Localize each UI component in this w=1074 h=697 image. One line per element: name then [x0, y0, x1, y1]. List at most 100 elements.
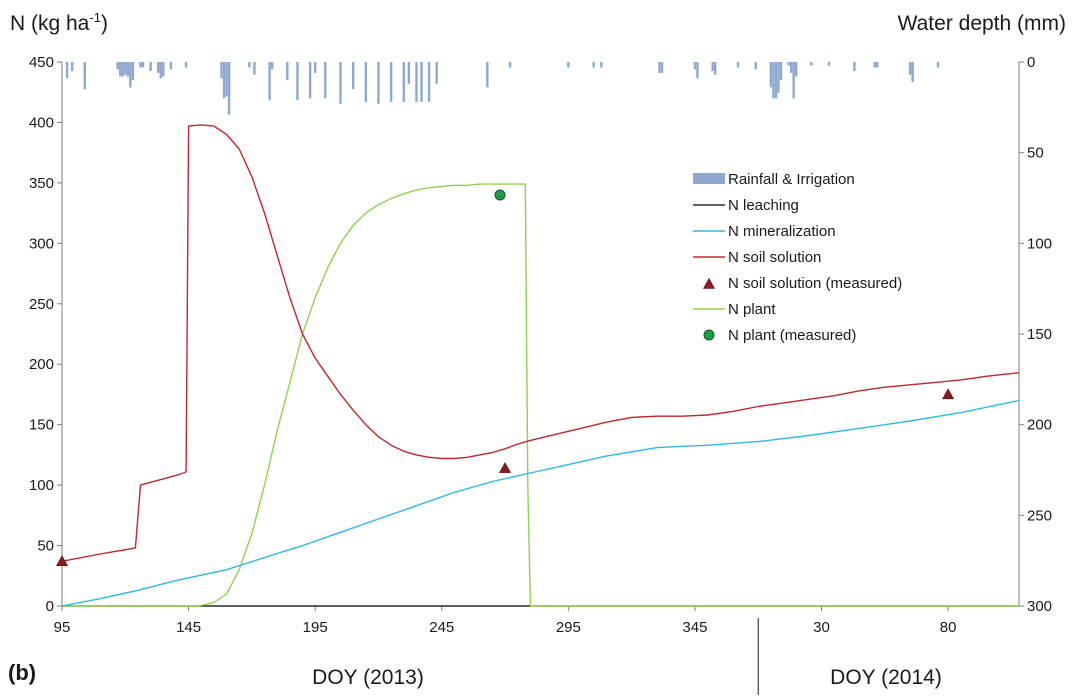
legend-item: N plant — [693, 301, 776, 318]
y-right-tick-label: 50 — [1027, 145, 1044, 162]
rain-bar — [116, 62, 119, 70]
x-tick-label: 195 — [303, 619, 328, 636]
rain-bar — [853, 62, 856, 72]
rain-bar — [364, 62, 368, 102]
legend-swatch-plant-measured — [703, 329, 715, 341]
rain-bar — [713, 62, 717, 75]
rain-bar — [876, 62, 879, 68]
y-left-tick-label: 50 — [37, 538, 54, 555]
rain-bar — [415, 62, 418, 102]
rain-bar — [253, 62, 256, 75]
rain-bar — [124, 62, 127, 75]
legend-label: N soil solution (measured) — [728, 275, 902, 292]
rain-bar — [131, 62, 135, 81]
x-tick-label: 80 — [940, 619, 957, 636]
rain-bar — [658, 62, 661, 73]
rain-bar — [389, 62, 393, 102]
rain-bar — [769, 62, 773, 88]
legend-label: N soil solution — [728, 249, 821, 266]
rain-bar — [827, 62, 831, 66]
x-tick-label: 245 — [429, 619, 454, 636]
n-soil-solution-measured-point — [499, 462, 512, 473]
legend-label: N plant — [728, 301, 776, 318]
legend-item: Rainfall & Irrigation — [693, 171, 855, 188]
rain-bar — [696, 62, 699, 79]
rain-bar — [736, 62, 740, 68]
rain-bar — [222, 62, 226, 99]
rain-bar — [119, 62, 122, 77]
legend-label: Rainfall & Irrigation — [728, 171, 855, 188]
legend-label: N leaching — [728, 197, 799, 214]
rain-bar — [810, 62, 813, 66]
y-right-tick-label: 300 — [1027, 598, 1052, 615]
legend-item: N mineralization — [693, 223, 836, 240]
legend-item: N soil solution (measured) — [702, 275, 902, 292]
rain-bar — [270, 62, 274, 70]
n-mineralization-line — [61, 399, 1020, 607]
rain-bar — [711, 62, 714, 72]
rain-bar — [567, 62, 570, 68]
y-left-tick-label: 400 — [29, 114, 54, 131]
rain-bar — [774, 62, 778, 99]
legend-item: N soil solution — [693, 249, 821, 266]
y-left-tick-label: 300 — [29, 235, 54, 252]
rain-bar — [121, 62, 124, 77]
x-tick-label: 30 — [813, 619, 830, 636]
y-left-tick-label: 250 — [29, 296, 54, 313]
rain-bar — [339, 62, 342, 104]
legend: Rainfall & Irrigation N leaching N mineral… — [693, 171, 902, 344]
rain-bar — [792, 62, 795, 99]
rain-bar — [908, 62, 912, 75]
rain-bar — [220, 62, 223, 79]
rain-bar — [407, 62, 411, 84]
rain-bar — [324, 62, 327, 99]
legend-swatch-rain — [693, 173, 725, 184]
rain-bar — [248, 62, 251, 68]
rain-bar — [162, 62, 165, 77]
rain-bar — [227, 62, 231, 115]
y-left-axis-title-sup: -1 — [89, 10, 101, 25]
rain-bar — [420, 62, 423, 102]
y-left-tick-label: 450 — [29, 54, 54, 71]
rain-bar — [308, 62, 312, 99]
rain-bar — [141, 62, 145, 68]
rain-bar — [157, 62, 160, 73]
n-plant-measured-point — [494, 189, 506, 201]
n-plant-line — [62, 183, 1019, 607]
rain-bar — [313, 62, 317, 73]
legend-label: N plant (measured) — [728, 327, 856, 344]
y-left-axis-title: N (kg ha-1) — [10, 10, 108, 35]
y-left-tick-label: 100 — [29, 477, 54, 494]
y-right-tick-label: 150 — [1027, 326, 1052, 343]
markers-layer — [55, 189, 955, 566]
legend-item: N plant (measured) — [703, 327, 856, 344]
rain-bar — [126, 62, 130, 77]
y-right-axis-title: Water depth (mm) — [898, 12, 1066, 35]
n-soil-solution-line — [61, 124, 1020, 562]
rain-bar — [693, 62, 697, 70]
rain-bar — [184, 62, 188, 68]
rain-bar — [139, 62, 142, 68]
axes-layer: 0 50 100 150 200 250 300 350 400 450 0 50 100 150 200 2… — [29, 54, 1052, 695]
rain-bar — [83, 62, 86, 90]
n-soil-solution-measured-point — [942, 388, 955, 400]
rain-bars-layer — [65, 62, 940, 115]
rain-bar — [600, 62, 603, 68]
rain-bar — [789, 62, 793, 73]
rain-bar — [754, 62, 757, 70]
rain-bar — [351, 62, 355, 90]
rain-bar — [427, 62, 431, 102]
rain-bar — [795, 62, 798, 77]
legend-swatch-soil-measured — [702, 277, 716, 289]
y-left-axis-title-main: N (kg ha — [10, 12, 90, 35]
rain-bar — [486, 62, 489, 88]
rain-bar — [225, 62, 228, 97]
y-right-tick-label: 0 — [1027, 54, 1035, 71]
rain-bar — [149, 62, 152, 72]
rain-bar — [268, 62, 271, 101]
rain-bar — [402, 62, 405, 102]
y-left-tick-label: 150 — [29, 417, 54, 434]
n-soil-solution-measured-point — [55, 555, 69, 566]
rain-bar — [296, 62, 299, 101]
x-tick-label: 95 — [54, 619, 71, 636]
